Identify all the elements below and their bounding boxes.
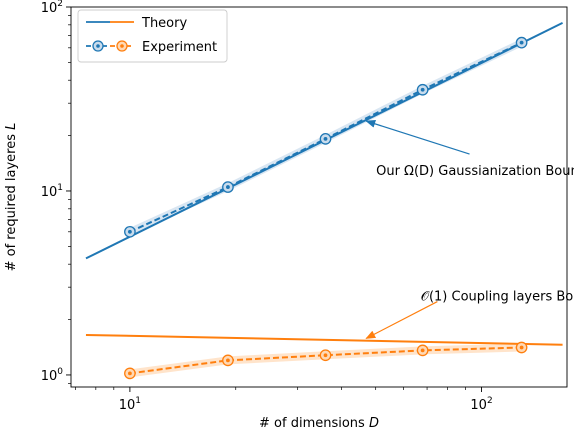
plot-frame: [70, 6, 568, 388]
legend-experiment-orange-marker-dot: [120, 44, 124, 48]
annotation-text: 𝒪(1) Coupling layers Bound: [421, 290, 574, 305]
experiment-point-center-orange: [420, 348, 425, 353]
experiment-point-center-orange: [519, 345, 524, 350]
legend-box: [77, 9, 228, 63]
experiment-line-orange: [129, 346, 522, 375]
x-axis-title: # of dimensions D: [259, 416, 379, 431]
experiment-point-center-blue: [420, 87, 425, 92]
experiment-point-center-orange: [323, 353, 328, 358]
experiment-point-center-blue: [127, 229, 132, 234]
legend-experiment-label: Experiment: [142, 40, 217, 55]
legend-theory-label: Theory: [141, 16, 187, 31]
experiment-point-center-orange: [127, 371, 132, 376]
experiment-point-center-blue: [519, 40, 524, 45]
experiment-point-center-blue: [226, 185, 230, 189]
marker-layer: [124, 36, 528, 380]
y-tick-label: 101: [41, 183, 63, 200]
experiment-point-center-blue: [323, 136, 328, 141]
x-tick-label: 101: [119, 396, 141, 413]
theory-line-orange: [85, 333, 563, 346]
legend: Theory Experiment: [77, 9, 228, 63]
y-tick-label: 102: [41, 0, 63, 16]
tick-layer: 101 102 100 101 102: [41, 0, 493, 413]
y-axis-title: # of required layeres L: [4, 123, 19, 272]
y-tick-label: 100: [41, 367, 64, 384]
annotation-arrow: [365, 301, 438, 339]
experiment-point-center-orange: [226, 358, 230, 363]
plot-area: [71, 7, 567, 387]
annotation-arrow: [365, 119, 470, 155]
annotation-text: Our Ω(D) Gaussianization Bound: [376, 164, 574, 179]
legend-experiment-blue-marker-dot: [96, 44, 100, 48]
x-tick-label: 102: [470, 396, 492, 413]
annotation-layer: Our Ω(D) Gaussianization Bound 𝒪(1) Coupl…: [365, 119, 574, 339]
